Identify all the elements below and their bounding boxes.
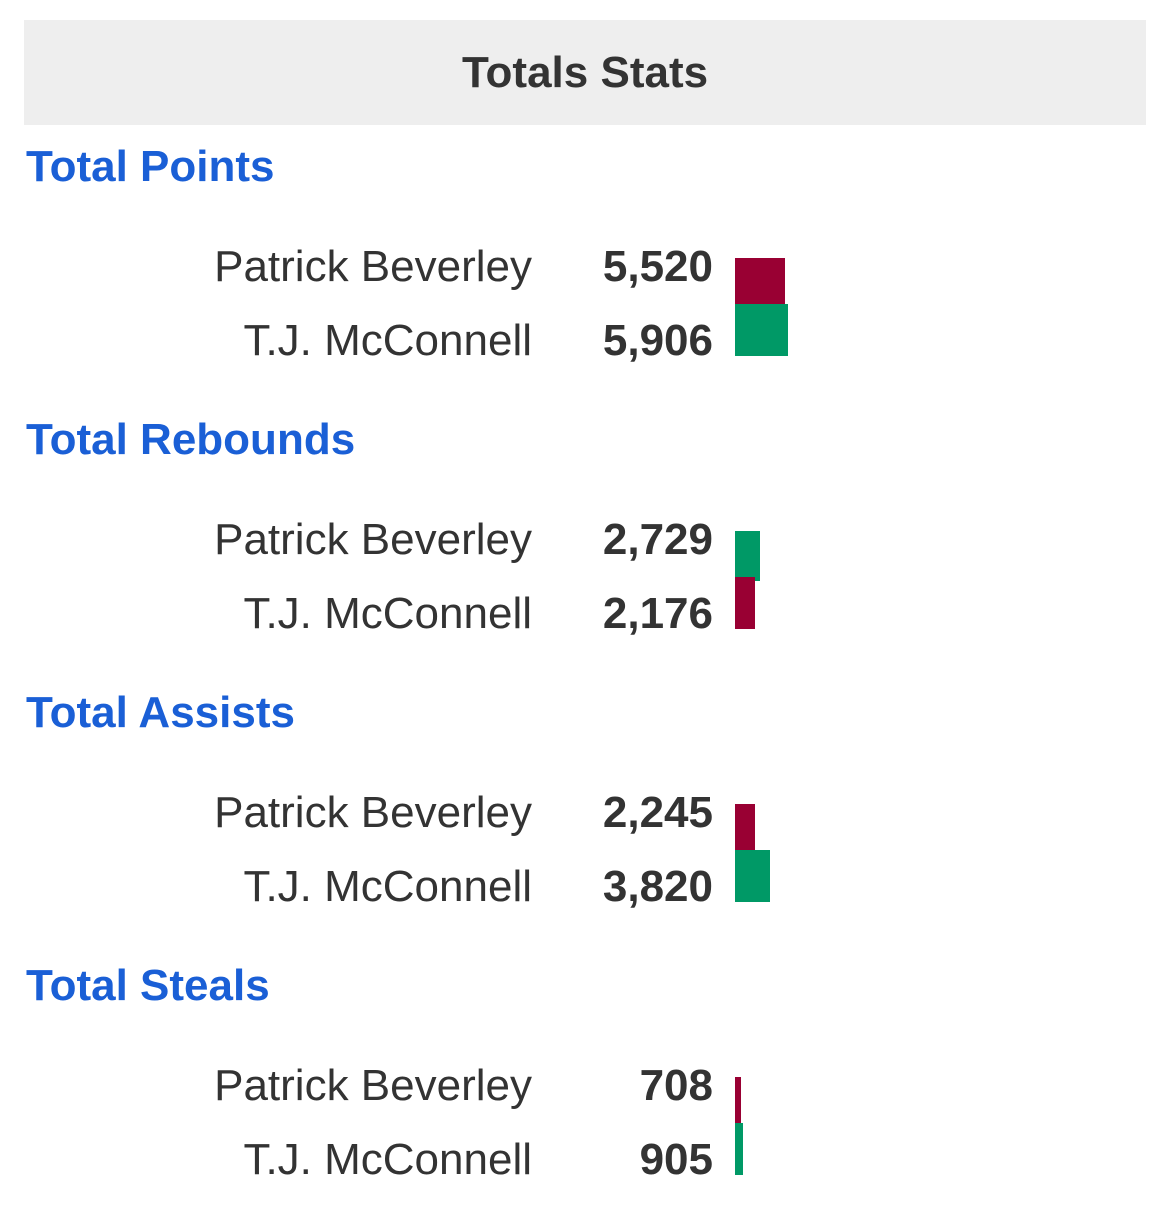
stat-value: 5,906 (602, 316, 713, 365)
stat-bar (735, 1077, 741, 1127)
section-total-assists: Total Assists Patrick Beverley 2,245 T.J… (0, 676, 1169, 949)
stat-row: Patrick Beverley 5,520 (0, 230, 1169, 308)
player-name: T.J. McConnell (243, 862, 532, 911)
section-title[interactable]: Total Rebounds (26, 415, 356, 464)
stat-bar (735, 577, 755, 629)
stat-bar (735, 258, 785, 308)
stat-row: T.J. McConnell 3,820 (0, 850, 1169, 924)
player-name: Patrick Beverley (214, 788, 532, 837)
stat-row: T.J. McConnell 2,176 (0, 577, 1169, 651)
section-total-rebounds: Total Rebounds Patrick Beverley 2,729 T.… (0, 403, 1169, 676)
player-name: T.J. McConnell (243, 316, 532, 365)
player-name: Patrick Beverley (214, 515, 532, 564)
player-name: Patrick Beverley (214, 242, 532, 291)
stat-value: 2,176 (602, 589, 713, 638)
section-title[interactable]: Total Steals (26, 961, 270, 1010)
stat-value: 3,820 (602, 862, 713, 911)
stat-value: 2,245 (602, 788, 713, 837)
player-name: Patrick Beverley (214, 1061, 532, 1110)
section-title[interactable]: Total Assists (26, 688, 295, 737)
page-title: Totals Stats (461, 47, 709, 97)
stat-row: Patrick Beverley 2,245 (0, 776, 1169, 854)
stat-row: Patrick Beverley 2,729 (0, 503, 1169, 581)
stat-bar (735, 1123, 743, 1175)
stat-value: 905 (639, 1135, 713, 1184)
stat-value: 708 (639, 1061, 713, 1110)
stat-value: 5,520 (602, 242, 713, 291)
player-name: T.J. McConnell (243, 1135, 532, 1184)
stat-row: T.J. McConnell 5,906 (0, 304, 1169, 378)
stat-row: T.J. McConnell 905 (0, 1123, 1169, 1197)
stat-bar (735, 804, 755, 854)
stat-bar (735, 304, 788, 356)
header: Totals Stats (24, 20, 1146, 125)
stat-row: Patrick Beverley 708 (0, 1049, 1169, 1127)
section-total-points: Total Points Patrick Beverley 5,520 T.J.… (0, 130, 1169, 403)
section-title[interactable]: Total Points (26, 142, 275, 191)
section-total-steals: Total Steals Patrick Beverley 708 T.J. M… (0, 949, 1169, 1222)
stat-bar (735, 531, 760, 581)
stat-value: 2,729 (602, 515, 713, 564)
stat-bar (735, 850, 770, 902)
player-name: T.J. McConnell (243, 589, 532, 638)
